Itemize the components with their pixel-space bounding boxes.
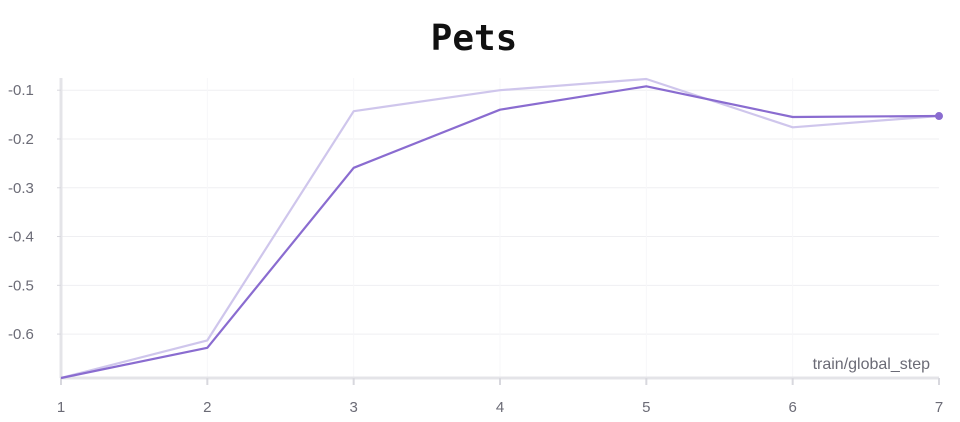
x-tick-label: 1 [57,399,65,416]
series-end-point [935,112,943,121]
x-axis-label: train/global_step [813,356,931,373]
y-tick-label: -0.2 [8,131,34,148]
y-tick-label: -0.6 [8,326,34,343]
series-line-1 [60,77,940,380]
y-tick-labels: -0.1 -0.2 -0.3 -0.4 -0.5 -0.6 [8,82,61,343]
x-tick-label: 2 [203,399,211,416]
y-tick-label: -0.3 [8,180,34,197]
series-line-2 [60,85,940,380]
x-tick-labels: 1 2 3 4 5 6 7 [57,378,943,416]
y-tick-label: -0.5 [8,277,34,294]
y-tick-label: -0.4 [8,229,34,246]
chart-title: Pets [430,18,518,59]
y-tick-label: -0.1 [8,82,34,99]
x-tick-label: 5 [642,399,650,416]
grid-lines [61,78,939,378]
x-tick-label: 6 [788,399,796,416]
x-tick-label: 3 [349,399,357,416]
x-tick-label: 7 [935,399,943,416]
x-tick-label: 4 [496,399,504,416]
series-lines [60,77,943,380]
